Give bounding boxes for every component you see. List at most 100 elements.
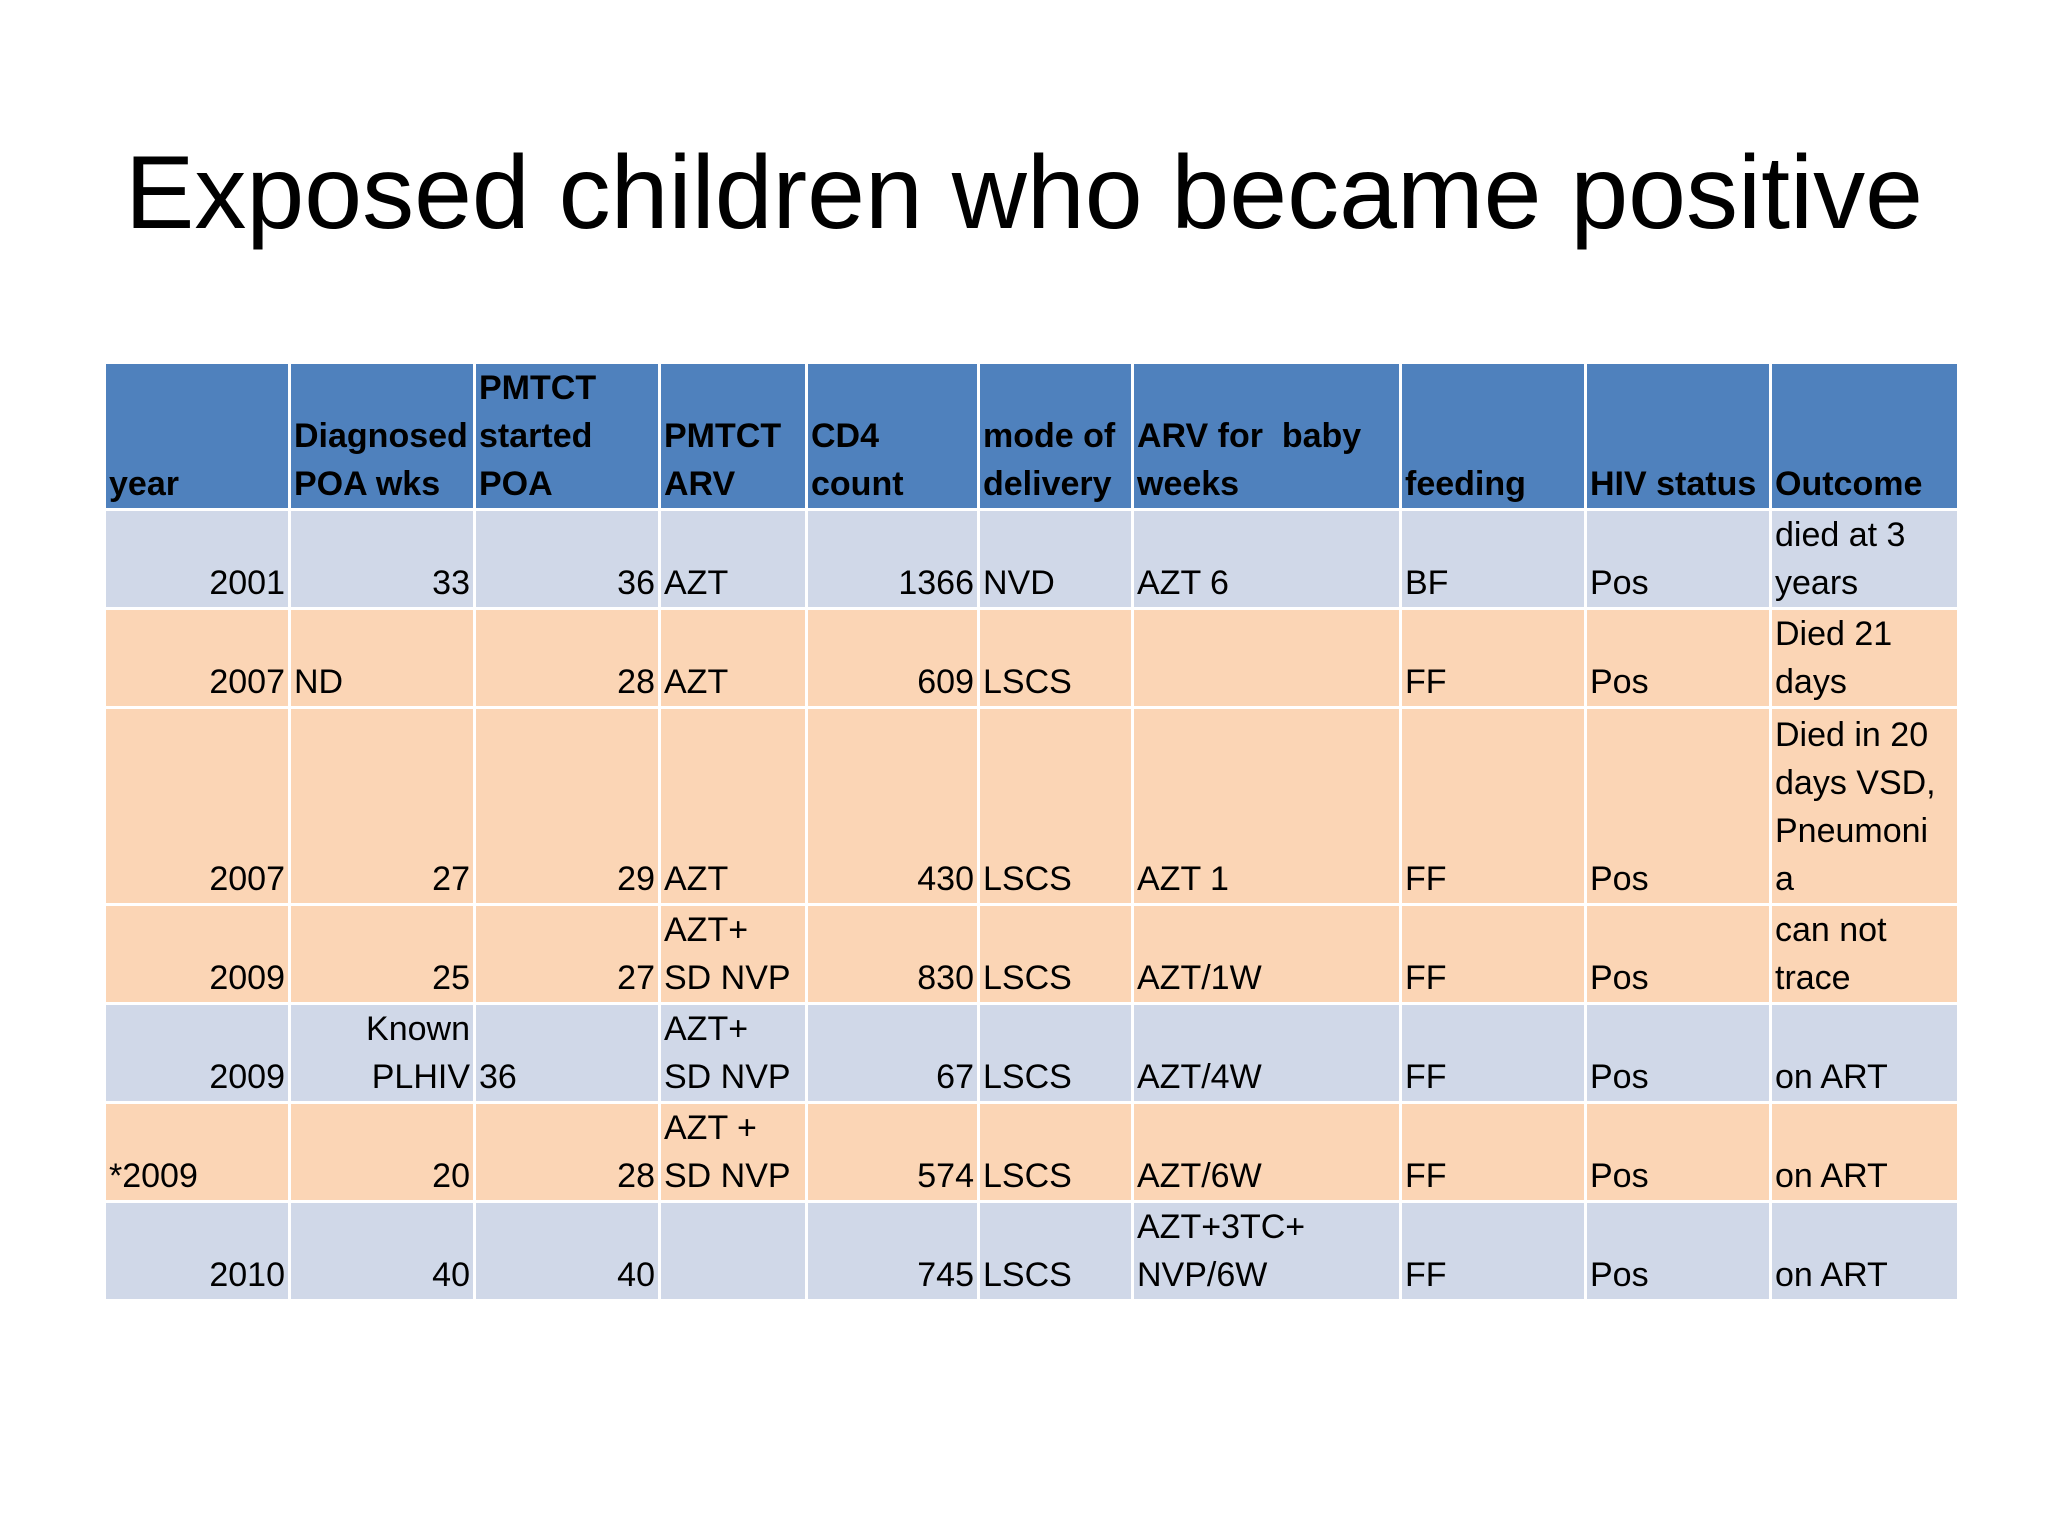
cell-arv-baby: AZT/1W	[1131, 903, 1402, 1005]
header-outcome-line-1: Outcome	[1775, 465, 1923, 503]
header-diagnosed: Diagnosed POA wks	[288, 361, 476, 511]
table-row: 2007 ND 28 AZT 609 LSCS FF Pos Died 21 d…	[103, 607, 1960, 709]
header-pmtct-started: PMTCT started POA	[473, 361, 661, 511]
cell-hiv: Pos	[1584, 903, 1772, 1005]
cell-started: 28	[473, 607, 661, 709]
cell-year: 2009	[103, 1002, 291, 1104]
cell-cd4: 745	[805, 1200, 980, 1302]
cell-hiv: Pos	[1584, 706, 1772, 906]
header-row: year Diagnosed POA wks PMTCT started POA…	[103, 361, 1960, 511]
cell-mode: NVD	[977, 508, 1134, 610]
cell-started: 28	[473, 1101, 661, 1203]
cell-arv-baby: AZT/4W	[1131, 1002, 1402, 1104]
cell-arv: AZT + SD NVP	[658, 1101, 808, 1203]
cell-hiv: Pos	[1584, 607, 1772, 709]
cell-hiv: Pos	[1584, 1200, 1772, 1302]
cell-feeding: BF	[1399, 508, 1587, 610]
table-row: 2001 33 36 AZT 1366 NVD AZT 6 BF Pos die…	[103, 508, 1960, 610]
table-row: 2010 40 40 745 LSCS AZT+3TC+ NVP/6W FF P…	[103, 1200, 1960, 1302]
header-pmtct-started-line-3: POA	[479, 465, 553, 503]
cell-feeding: FF	[1399, 1002, 1587, 1104]
header-cd4-line-2: count	[811, 465, 904, 503]
cell-outcome: Died in 20 days VSD, Pneumoni a	[1769, 706, 1960, 906]
cell-arv-baby: AZT+3TC+ NVP/6W	[1131, 1200, 1402, 1302]
cell-started: 36	[473, 508, 661, 610]
cell-hiv: Pos	[1584, 508, 1772, 610]
cell-diagnosed: 33	[288, 508, 476, 610]
header-arv-baby: ARV for baby weeks	[1131, 361, 1402, 511]
cell-diagnosed: Known PLHIV	[288, 1002, 476, 1104]
header-cd4-line-1: CD4	[811, 417, 880, 455]
cell-mode: LSCS	[977, 1101, 1134, 1203]
header-feeding-line-1: feeding	[1405, 465, 1526, 503]
table-row: 2007 27 29 AZT 430 LSCS AZT 1 FF Pos Die…	[103, 706, 1960, 906]
header-pmtct-started-line-2: started	[479, 417, 593, 455]
cell-cd4: 430	[805, 706, 980, 906]
cell-cd4: 67	[805, 1002, 980, 1104]
cell-started: 40	[473, 1200, 661, 1302]
cell-outcome: on ART	[1769, 1101, 1960, 1203]
cell-feeding: FF	[1399, 903, 1587, 1005]
cell-mode: LSCS	[977, 1200, 1134, 1302]
cell-year: 2001	[103, 508, 291, 610]
header-feeding: feeding	[1399, 361, 1587, 511]
cell-cd4: 609	[805, 607, 980, 709]
cell-arv	[658, 1200, 808, 1302]
results-table: year Diagnosed POA wks PMTCT started POA…	[103, 361, 1960, 1302]
cell-arv: AZT	[658, 508, 808, 610]
cell-cd4: 1366	[805, 508, 980, 610]
cell-feeding: FF	[1399, 1101, 1587, 1203]
header-year: year	[103, 361, 291, 511]
cell-feeding: FF	[1399, 607, 1587, 709]
header-outcome: Outcome	[1769, 361, 1960, 511]
cell-outcome: on ART	[1769, 1002, 1960, 1104]
cell-diagnosed: 40	[288, 1200, 476, 1302]
header-mode: mode of delivery	[977, 361, 1134, 511]
cell-arv-baby: AZT 6	[1131, 508, 1402, 610]
header-cd4: CD4 count	[805, 361, 980, 511]
cell-arv: AZT+ SD NVP	[658, 903, 808, 1005]
cell-outcome: on ART	[1769, 1200, 1960, 1302]
slide-title: Exposed children who became positive	[125, 135, 1923, 251]
cell-year: *2009	[103, 1101, 291, 1203]
cell-started: 36	[473, 1002, 661, 1104]
cell-cd4: 830	[805, 903, 980, 1005]
header-pmtct-arv: PMTCT ARV	[658, 361, 808, 511]
cell-arv-baby: AZT/6W	[1131, 1101, 1402, 1203]
header-hiv-status: HIV status	[1584, 361, 1772, 511]
header-mode-line-2: delivery	[983, 465, 1112, 503]
header-hiv-status-line-1: HIV status	[1590, 465, 1757, 503]
cell-mode: LSCS	[977, 1002, 1134, 1104]
cell-mode: LSCS	[977, 903, 1134, 1005]
cell-started: 27	[473, 903, 661, 1005]
cell-arv: AZT	[658, 607, 808, 709]
header-diagnosed-line-1: Diagnosed	[294, 417, 468, 455]
cell-arv: AZT+ SD NVP	[658, 1002, 808, 1104]
cell-diagnosed: 25	[288, 903, 476, 1005]
header-arv-baby-line-2: weeks	[1137, 465, 1240, 503]
cell-year: 2007	[103, 607, 291, 709]
cell-arv-baby	[1131, 607, 1402, 709]
header-year-line-1: year	[109, 465, 179, 503]
cell-mode: LSCS	[977, 706, 1134, 906]
table-row: 2009 25 27 AZT+ SD NVP 830 LSCS AZT/1W F…	[103, 903, 1960, 1005]
cell-arv-baby: AZT 1	[1131, 706, 1402, 906]
cell-year: 2007	[103, 706, 291, 906]
header-pmtct-arv-line-1: PMTCT	[664, 417, 782, 455]
table-row: *2009 20 28 AZT + SD NVP 574 LSCS AZT/6W…	[103, 1101, 1960, 1203]
cell-hiv: Pos	[1584, 1002, 1772, 1104]
cell-year: 2010	[103, 1200, 291, 1302]
header-pmtct-arv-line-2: ARV	[664, 465, 736, 503]
cell-diagnosed: 27	[288, 706, 476, 906]
cell-hiv: Pos	[1584, 1101, 1772, 1203]
header-mode-line-1: mode of	[983, 417, 1116, 455]
cell-diagnosed: 20	[288, 1101, 476, 1203]
cell-outcome: Died 21 days	[1769, 607, 1960, 709]
cell-arv: AZT	[658, 706, 808, 906]
cell-diagnosed: ND	[288, 607, 476, 709]
cell-started: 29	[473, 706, 661, 906]
table-row: 2009 Known PLHIV 36 AZT+ SD NVP 67 LSCS …	[103, 1002, 1960, 1104]
cell-mode: LSCS	[977, 607, 1134, 709]
header-pmtct-started-line-1: PMTCT	[479, 369, 597, 407]
cell-outcome: can not trace	[1769, 903, 1960, 1005]
